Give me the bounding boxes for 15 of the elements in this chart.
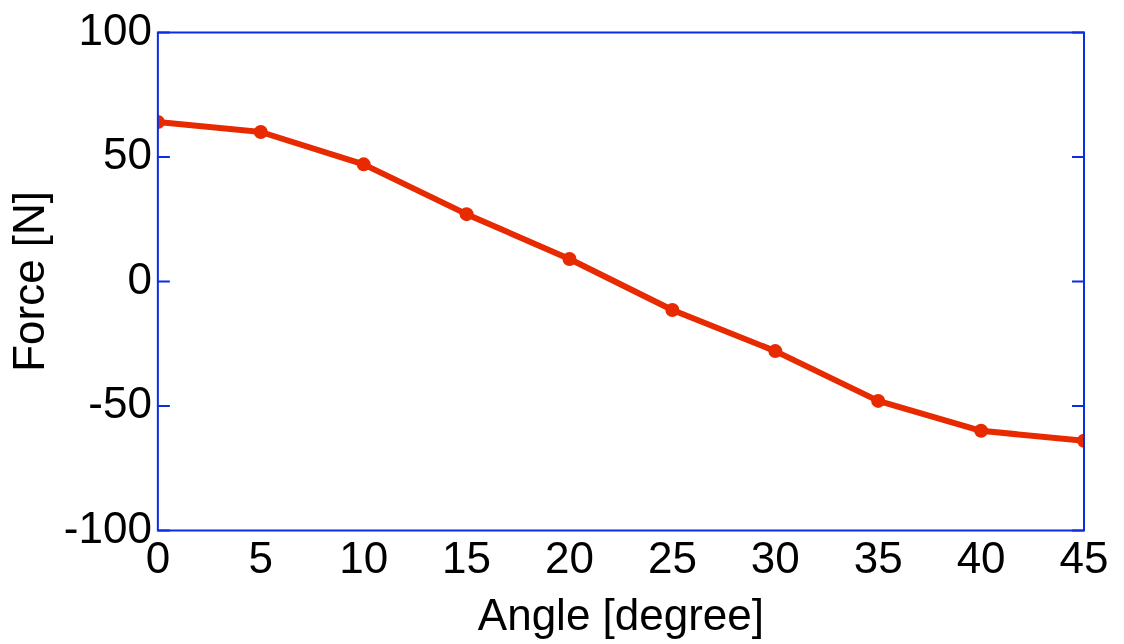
x-tick-label: 15 xyxy=(442,532,492,582)
x-tick-label: 5 xyxy=(248,532,274,582)
x-tick-label: 25 xyxy=(647,532,697,582)
x-tick-label: 45 xyxy=(1059,532,1109,582)
x-tick-label: 35 xyxy=(853,532,903,582)
x-tick-label: 20 xyxy=(545,532,594,582)
x-tick-label: 30 xyxy=(750,532,800,582)
x-axis-title: Angle [degree] xyxy=(477,589,765,639)
y-axis-title: Force [N] xyxy=(3,190,53,372)
y-tick-label: 0 xyxy=(127,253,152,303)
x-tick-label: 40 xyxy=(956,532,1006,582)
x-tick-label: 10 xyxy=(339,532,389,582)
y-tick-label: 100 xyxy=(78,4,152,54)
y-tick-label: -50 xyxy=(88,378,152,428)
y-tick-label: 50 xyxy=(102,129,152,179)
